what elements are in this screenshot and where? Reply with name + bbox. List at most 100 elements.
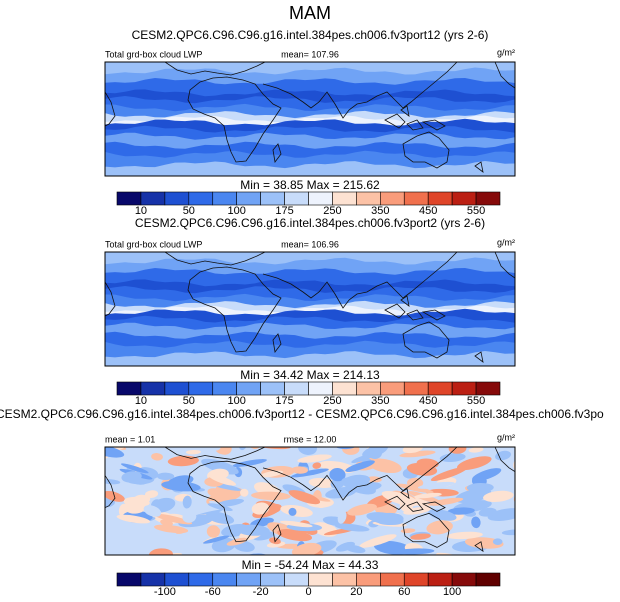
coastline	[475, 162, 483, 172]
colorbar-label: 175	[275, 205, 293, 217]
contour-blob	[478, 507, 497, 517]
colorbar-box	[380, 191, 405, 206]
contour-blob	[446, 531, 483, 540]
contour-blob	[426, 520, 453, 535]
panel-units: g/m²	[497, 47, 515, 57]
contour-blob	[185, 449, 201, 455]
contour-blob	[341, 477, 376, 495]
contour-blob	[533, 489, 564, 504]
contour-blob	[508, 385, 541, 407]
contour-blob	[308, 477, 336, 488]
contour-blob	[266, 541, 286, 548]
contour-blob	[260, 470, 284, 478]
coastline	[263, 252, 457, 308]
coastline	[188, 77, 281, 162]
panel-subtitle: CESM2.QPC6.C96.C96.g16.intel.384pes.ch00…	[135, 216, 485, 230]
contour-blob	[472, 468, 502, 482]
colorbar-label: -20	[253, 586, 269, 598]
colorbar-box	[403, 191, 429, 206]
colorbar-box	[260, 191, 285, 206]
min-max: Min = -54.24 Max = 44.33	[242, 558, 379, 572]
panel-units: g/m²	[497, 432, 515, 442]
coastline	[475, 542, 483, 551]
contour-blob	[402, 440, 424, 448]
coastline	[263, 447, 457, 500]
coastline	[385, 304, 405, 318]
colorbar-box	[427, 191, 453, 206]
contour-blob	[211, 527, 221, 532]
colorbar-box	[212, 191, 237, 206]
colorbar-box	[308, 381, 333, 396]
colorbar-box	[332, 191, 357, 206]
colorbar-box	[356, 572, 381, 587]
panel-left-label: mean = 1.01	[105, 434, 155, 444]
coastline	[401, 106, 409, 116]
contour-blob	[495, 450, 512, 461]
contour-blob	[399, 450, 436, 458]
colorbar-label: 60	[398, 586, 410, 598]
colorbar-box	[380, 381, 405, 396]
contour-blob	[409, 559, 438, 569]
panel-center-label: mean= 106.96	[281, 239, 339, 249]
coastline	[423, 310, 445, 320]
colorbar-label: 175	[275, 395, 293, 407]
contour-blob	[337, 510, 347, 524]
contour-blob	[535, 458, 564, 475]
colorbar-box	[116, 191, 142, 206]
contour-blob	[471, 516, 481, 529]
colorbar-box	[427, 572, 453, 587]
coastline	[495, 62, 515, 88]
contour-blob	[232, 459, 267, 468]
contour-blob	[347, 503, 377, 516]
colorbar-box	[332, 381, 357, 396]
colorbar-box	[140, 191, 166, 206]
colorbar-box	[380, 572, 405, 587]
coastline	[273, 144, 281, 162]
colorbar-box	[188, 572, 214, 587]
contour-blob	[367, 447, 383, 460]
colorbar-label: 250	[323, 395, 341, 407]
contour-blob	[312, 462, 322, 469]
coastline	[475, 352, 483, 362]
colorbar-box	[475, 572, 501, 587]
coastline	[165, 252, 265, 265]
colorbar-box	[308, 191, 333, 206]
contour-blob	[466, 482, 494, 493]
contour-blob	[116, 514, 151, 524]
panel-subtitle: CESM2.QPC6.C96.C96.g16.intel.384pes.ch00…	[0, 407, 604, 421]
colorbar-box	[403, 572, 429, 587]
coastline	[385, 114, 405, 128]
colorbar-label: 350	[371, 205, 389, 217]
colorbar-box	[427, 381, 453, 396]
coastline	[403, 513, 449, 547]
colorbar-box	[356, 191, 381, 206]
contour-blob	[105, 490, 125, 502]
coastline	[407, 502, 423, 511]
contour-blob	[414, 492, 442, 499]
coastline	[188, 267, 281, 352]
colorbar-label: 250	[323, 205, 341, 217]
colorbar-label: -60	[205, 586, 221, 598]
colorbar-label: 450	[419, 205, 437, 217]
contour-blob	[329, 468, 346, 482]
contour-blob	[441, 423, 453, 431]
coastline	[273, 525, 281, 542]
contour-blob	[428, 497, 464, 506]
map-frame	[104, 446, 516, 556]
colorbar-label: 100	[443, 586, 461, 598]
figure-title: MAM	[289, 3, 331, 23]
contour-blob	[279, 520, 313, 528]
colorbar-box	[212, 572, 237, 587]
colorbar-box	[403, 381, 429, 396]
contour-blob	[200, 447, 221, 452]
contour-blob	[288, 507, 297, 516]
colorbar-box	[284, 191, 309, 206]
colorbar-box	[164, 572, 190, 587]
colorbar-box	[260, 572, 285, 587]
contour-blob	[406, 462, 438, 476]
contour-blob	[344, 544, 366, 554]
map-field	[105, 252, 515, 366]
contour-blob	[411, 423, 445, 436]
colorbar-label: 10	[135, 205, 147, 217]
coastlines	[105, 252, 515, 362]
